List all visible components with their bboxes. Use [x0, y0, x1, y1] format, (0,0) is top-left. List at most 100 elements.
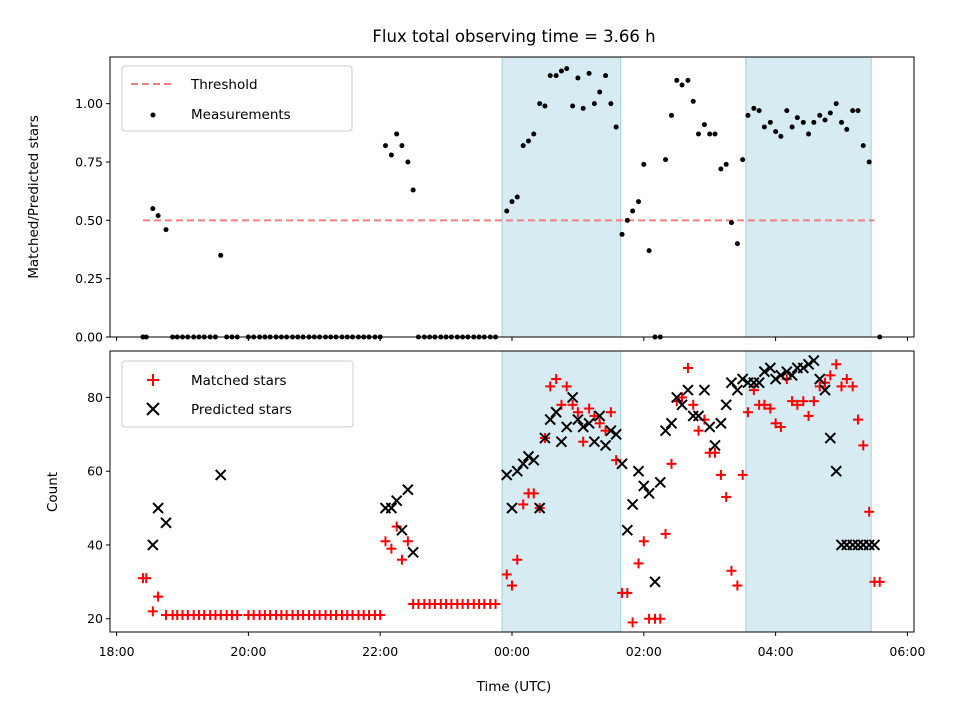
measurement-point	[723, 161, 729, 167]
measurement-point	[641, 161, 647, 167]
predicted-star-point	[501, 469, 513, 481]
predicted-star-point	[682, 384, 694, 396]
predicted-star-point	[775, 369, 787, 382]
matched-star-point	[622, 587, 633, 598]
predicted-star-point	[709, 439, 721, 452]
matched-star-point	[584, 403, 595, 414]
matched-star-point	[141, 573, 152, 584]
matched-star-point	[742, 407, 753, 418]
matched-star-point	[715, 469, 726, 480]
matched-star-point	[490, 598, 501, 609]
matched-star-point	[721, 492, 732, 503]
matched-star-point	[638, 536, 649, 547]
predicted-star-point	[720, 399, 732, 411]
matched-star-point	[820, 377, 831, 388]
predicted-star-point	[390, 495, 403, 507]
x-tick-label: 20:00	[230, 644, 266, 659]
measurement-point	[707, 131, 713, 137]
measurement-point	[696, 131, 702, 137]
predicted-star-point	[808, 354, 820, 367]
measurement-point	[613, 124, 619, 130]
matched-star-point	[396, 554, 407, 565]
matched-star-point	[682, 362, 693, 373]
predicted-star-point	[830, 465, 842, 477]
measurement-point	[624, 217, 630, 223]
matched-star-point	[732, 580, 743, 591]
predicted-star-point	[659, 424, 672, 437]
measurement-point	[844, 126, 850, 132]
x-tick-label: 18:00	[99, 644, 135, 659]
matched-star-point	[814, 381, 825, 392]
predicted-star-point	[643, 487, 655, 500]
matched-star-point	[402, 536, 413, 547]
legend-measurements-swatch	[150, 112, 156, 118]
measurement-point	[564, 66, 570, 72]
matched-star-point	[709, 447, 720, 458]
predicted-star-point	[753, 377, 765, 389]
matched-star-point	[147, 606, 158, 617]
measurement-point	[575, 75, 581, 81]
measurement-point	[701, 122, 707, 128]
measurement-point	[679, 82, 685, 88]
measurement-point	[811, 119, 817, 125]
legend-predicted-label: Predicted stars	[191, 402, 292, 418]
matched-star-point	[803, 410, 814, 421]
y-tick-label: 80	[87, 390, 103, 405]
matched-star-point	[153, 591, 164, 602]
predicted-star-point	[814, 373, 826, 385]
matched-star-point	[561, 381, 572, 392]
predicted-star-point	[533, 502, 546, 514]
measurement-point	[382, 143, 388, 149]
matched-star-point	[605, 407, 616, 418]
measurement-point	[663, 157, 669, 163]
y-tick-label: 20	[87, 611, 103, 626]
measurement-point	[630, 208, 636, 214]
predicted-star-point	[560, 421, 573, 433]
predicted-star-point	[593, 410, 606, 422]
predicted-star-point	[725, 377, 738, 389]
predicted-star-point	[736, 373, 749, 385]
measurement-point	[542, 103, 548, 109]
measurement-point	[784, 108, 790, 114]
observing-window	[501, 350, 622, 633]
measurement-point	[405, 159, 411, 165]
matched-star-point	[600, 425, 611, 436]
measurement-point	[778, 133, 784, 139]
predicted-star-point	[824, 432, 837, 444]
predicted-star-point	[786, 369, 798, 382]
matched-star-point	[375, 610, 386, 621]
matched-star-point	[726, 565, 737, 576]
matched-star-point	[512, 554, 523, 565]
measurement-point	[728, 220, 734, 226]
matched-star-point	[847, 381, 858, 392]
matched-star-point	[787, 396, 798, 407]
predicted-star-point	[511, 465, 523, 477]
count-panel: 20 40 60 80 18:00 20:00 22:00 00:00 02:00 04:00 0…	[45, 350, 925, 695]
predicted-star-point	[572, 413, 584, 426]
measurement-point	[504, 208, 510, 214]
measurement-point	[712, 131, 718, 137]
matched-star-point	[666, 458, 677, 469]
measurement-point	[685, 77, 691, 83]
predicted-star-point	[781, 365, 793, 378]
bottom-y-axis-label: Count	[45, 472, 61, 512]
legend-measurements-label: Measurements	[191, 107, 291, 123]
measurement-point	[756, 108, 762, 114]
predicted-star-point	[402, 483, 414, 496]
predicted-star-point	[566, 391, 579, 404]
measurement-point	[855, 108, 861, 114]
matched-star-point	[507, 580, 517, 591]
matched-star-point	[765, 403, 776, 414]
measurement-point	[850, 108, 856, 114]
measurement-point	[531, 131, 537, 137]
matched-star-point	[677, 392, 688, 403]
top-y-axis-label: Matched/Predicted stars	[26, 115, 42, 278]
y-tick-label: 60	[87, 464, 103, 479]
measurement-point	[690, 98, 696, 104]
measurement-point	[646, 248, 652, 254]
measurement-point	[767, 119, 773, 125]
legend-matched-swatch	[147, 374, 159, 386]
matched-star-point	[232, 610, 243, 621]
predicted-star-point	[715, 417, 727, 429]
predicted-star-point	[676, 399, 688, 411]
